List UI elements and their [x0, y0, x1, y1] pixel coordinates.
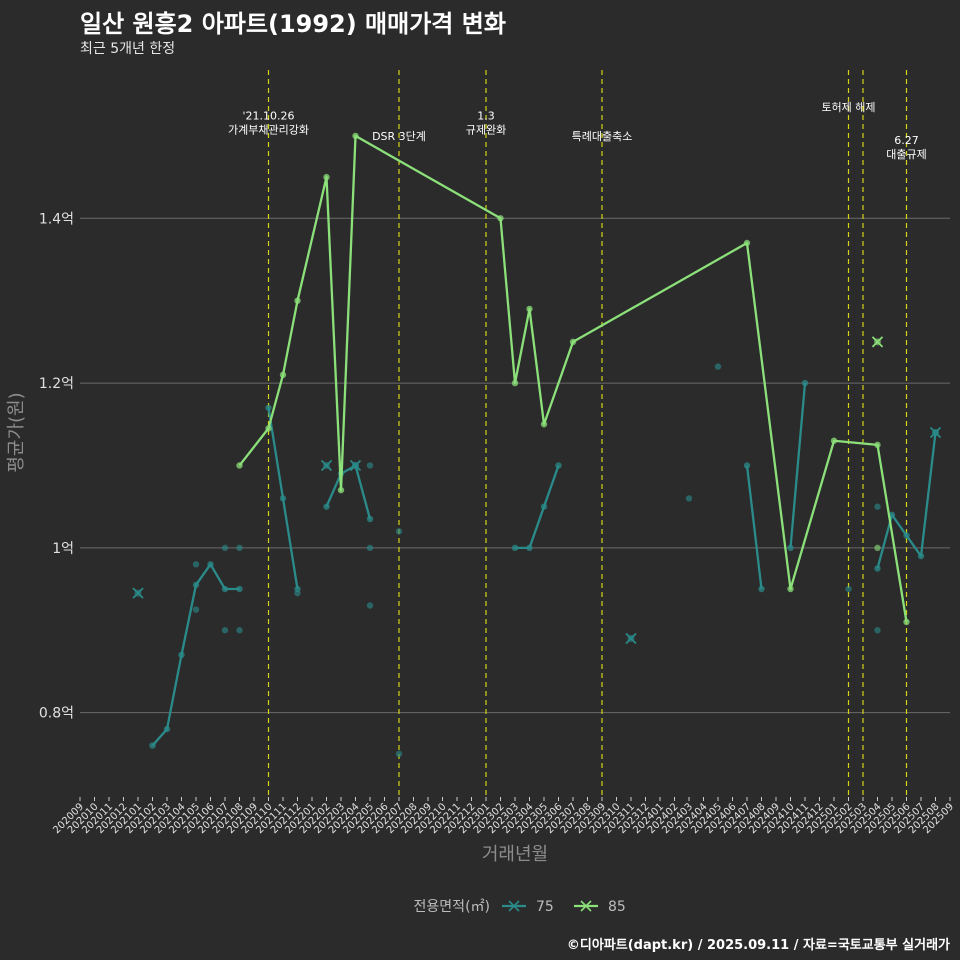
series-85-point	[352, 132, 359, 140]
series-85-point	[540, 421, 548, 428]
series-75-point	[265, 404, 272, 411]
event-label: '21.10.26	[242, 109, 294, 122]
series-75-point	[685, 495, 693, 502]
series-75-point	[294, 589, 301, 597]
series-75-point	[395, 528, 403, 535]
event-label: 가계부채관리강화	[228, 123, 309, 136]
series-75-point	[323, 503, 330, 510]
series-75-point	[903, 532, 910, 539]
series-85-point	[830, 437, 838, 444]
series-75-point	[221, 544, 229, 552]
series-85-point	[497, 215, 504, 222]
series-85-cross-marker	[871, 336, 884, 348]
series-75-point	[366, 544, 374, 552]
series-85-point	[903, 618, 910, 626]
event-label: 규제완화	[466, 123, 506, 136]
series-75-point	[279, 495, 287, 502]
legend-title: 전용면적(㎡)	[414, 899, 490, 915]
series-75-point	[395, 750, 403, 758]
series-75-point	[874, 627, 881, 634]
series-75-point	[236, 544, 243, 552]
series-75-line	[789, 382, 807, 548]
series-75-point	[178, 651, 185, 659]
y-tick-label: 0.8억	[39, 706, 74, 722]
series-75-line	[325, 464, 372, 520]
legend-label-85: 85	[608, 899, 626, 915]
y-axis-label: 평균가(원)	[6, 392, 27, 472]
series-75-point	[874, 503, 881, 510]
series-75-point	[192, 606, 200, 613]
series-85-line	[238, 134, 908, 623]
x-axis-label: 거래년월	[482, 844, 548, 865]
series-75-point	[511, 544, 519, 552]
series-85-point	[265, 425, 272, 432]
series-75-point	[874, 565, 881, 572]
series-85-point	[511, 379, 519, 387]
legend-key-85	[580, 900, 592, 912]
series-75-point	[743, 462, 751, 469]
series-75-point	[555, 462, 562, 469]
series-75-point	[163, 725, 171, 733]
series-75-point	[917, 552, 925, 560]
series-75-point	[236, 585, 243, 593]
series-75-cross-marker	[132, 587, 144, 599]
series-75-point	[207, 561, 214, 568]
series-75-point	[366, 515, 374, 523]
event-label: 6.27	[894, 134, 919, 147]
series-75-point	[787, 544, 794, 552]
series-75-point	[845, 585, 852, 593]
series-75-point	[758, 585, 765, 593]
series-75-cross-marker	[929, 426, 942, 439]
series-85-point	[236, 462, 243, 469]
series-75-point	[221, 627, 229, 634]
legend-key-75	[508, 900, 520, 912]
series-85-point	[569, 338, 577, 346]
series-75-point	[236, 627, 243, 634]
series-75-point	[526, 544, 533, 552]
series-85-point	[337, 486, 345, 494]
series-75-point	[192, 581, 200, 589]
series-85-point	[323, 173, 330, 181]
series-75-point	[540, 503, 548, 510]
series-75-point	[801, 379, 809, 387]
event-label: 토허제 해제	[821, 100, 875, 114]
y-tick-label: 1억	[52, 541, 74, 557]
series-75-point	[714, 363, 722, 370]
event-label: 특례대출축소	[572, 130, 633, 143]
series-85-point	[279, 371, 287, 379]
y-tick-label: 1.2억	[39, 376, 74, 392]
chart-title: 일산 원흥2 아파트(1992) 매매가격 변화	[80, 10, 506, 38]
event-label: 1.3	[477, 109, 495, 122]
series-75-point	[221, 585, 229, 593]
series-75-point	[366, 462, 374, 469]
source-footer: ©디아파트(dapt.kr) / 2025.09.11 / 자료=국토교통부 실…	[566, 938, 950, 953]
series-75-line	[745, 465, 763, 590]
series-85-point	[874, 544, 881, 552]
legend-label-75: 75	[536, 899, 554, 915]
chart-subtitle: 최근 5개년 한정	[80, 41, 176, 57]
series-85-point	[787, 585, 794, 593]
series-75-point	[366, 602, 374, 609]
series-75-line	[515, 465, 560, 549]
series-75-point	[888, 511, 896, 519]
series-75-cross-marker	[349, 459, 362, 472]
series-85-point	[526, 305, 533, 313]
series-85-point	[874, 441, 881, 449]
event-label: DSR 3단계	[372, 130, 426, 143]
y-tick-label: 1.4억	[39, 211, 74, 227]
series-85-point	[743, 239, 751, 247]
series-75-cross-marker	[625, 632, 637, 645]
series-75-point	[192, 561, 200, 568]
series-85-point	[294, 297, 301, 304]
series-75-cross-marker	[320, 459, 333, 472]
event-label: 대출규제	[886, 148, 926, 161]
series-75-point	[149, 742, 156, 749]
